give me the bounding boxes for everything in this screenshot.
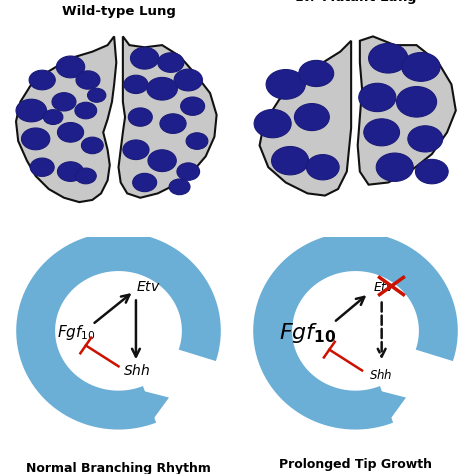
Text: $\mathit{Etv}$: $\mathit{Etv}$ [373, 281, 395, 293]
Ellipse shape [76, 71, 100, 89]
Ellipse shape [88, 88, 106, 102]
Ellipse shape [299, 60, 334, 87]
Ellipse shape [396, 87, 437, 117]
Text: Prolonged Tip Growth: Prolonged Tip Growth [279, 458, 432, 471]
Ellipse shape [133, 173, 156, 191]
Text: Normal Branching Rhythm: Normal Branching Rhythm [26, 462, 211, 474]
Ellipse shape [52, 92, 76, 111]
Ellipse shape [364, 119, 400, 146]
Ellipse shape [402, 53, 440, 82]
Ellipse shape [75, 102, 97, 119]
Text: $\mathit{Etv}$ Mutant Lung: $\mathit{Etv}$ Mutant Lung [294, 0, 417, 6]
Title: Wild-type Lung: Wild-type Lung [62, 5, 175, 18]
Ellipse shape [186, 133, 208, 149]
Polygon shape [118, 36, 217, 198]
Ellipse shape [415, 159, 448, 184]
Ellipse shape [21, 128, 50, 150]
Ellipse shape [160, 114, 186, 134]
Ellipse shape [16, 99, 46, 122]
Ellipse shape [128, 108, 152, 126]
Ellipse shape [29, 70, 55, 90]
Ellipse shape [123, 140, 149, 160]
Polygon shape [377, 390, 406, 421]
Ellipse shape [408, 126, 443, 152]
Ellipse shape [169, 179, 190, 195]
Ellipse shape [57, 162, 83, 182]
Ellipse shape [254, 109, 291, 138]
Text: $\mathit{Etv}$: $\mathit{Etv}$ [136, 280, 161, 294]
Ellipse shape [306, 155, 339, 180]
Text: $\mathit{Fgf}_{10}$: $\mathit{Fgf}_{10}$ [57, 323, 96, 342]
Ellipse shape [266, 70, 305, 99]
Ellipse shape [82, 137, 103, 154]
Polygon shape [140, 390, 169, 421]
Ellipse shape [174, 69, 202, 91]
Ellipse shape [130, 47, 159, 69]
Polygon shape [260, 41, 351, 196]
Ellipse shape [56, 56, 85, 78]
Ellipse shape [43, 109, 63, 125]
Polygon shape [358, 36, 456, 185]
Ellipse shape [369, 44, 408, 73]
Ellipse shape [294, 103, 329, 131]
Ellipse shape [147, 77, 177, 100]
Ellipse shape [181, 97, 205, 115]
Text: $\mathbf{\mathit{Fgf}_{10}}$: $\mathbf{\mathit{Fgf}_{10}}$ [279, 321, 337, 345]
Ellipse shape [124, 75, 148, 93]
Ellipse shape [376, 153, 413, 182]
Ellipse shape [359, 83, 396, 111]
Ellipse shape [57, 123, 83, 142]
Ellipse shape [177, 163, 200, 180]
Ellipse shape [75, 168, 96, 184]
Ellipse shape [30, 158, 54, 176]
Polygon shape [16, 36, 116, 202]
Ellipse shape [148, 150, 176, 172]
Ellipse shape [158, 53, 184, 73]
Text: $\mathit{Shh}$: $\mathit{Shh}$ [369, 368, 392, 382]
Ellipse shape [272, 146, 309, 175]
Text: $\mathit{Shh}$: $\mathit{Shh}$ [123, 363, 150, 378]
